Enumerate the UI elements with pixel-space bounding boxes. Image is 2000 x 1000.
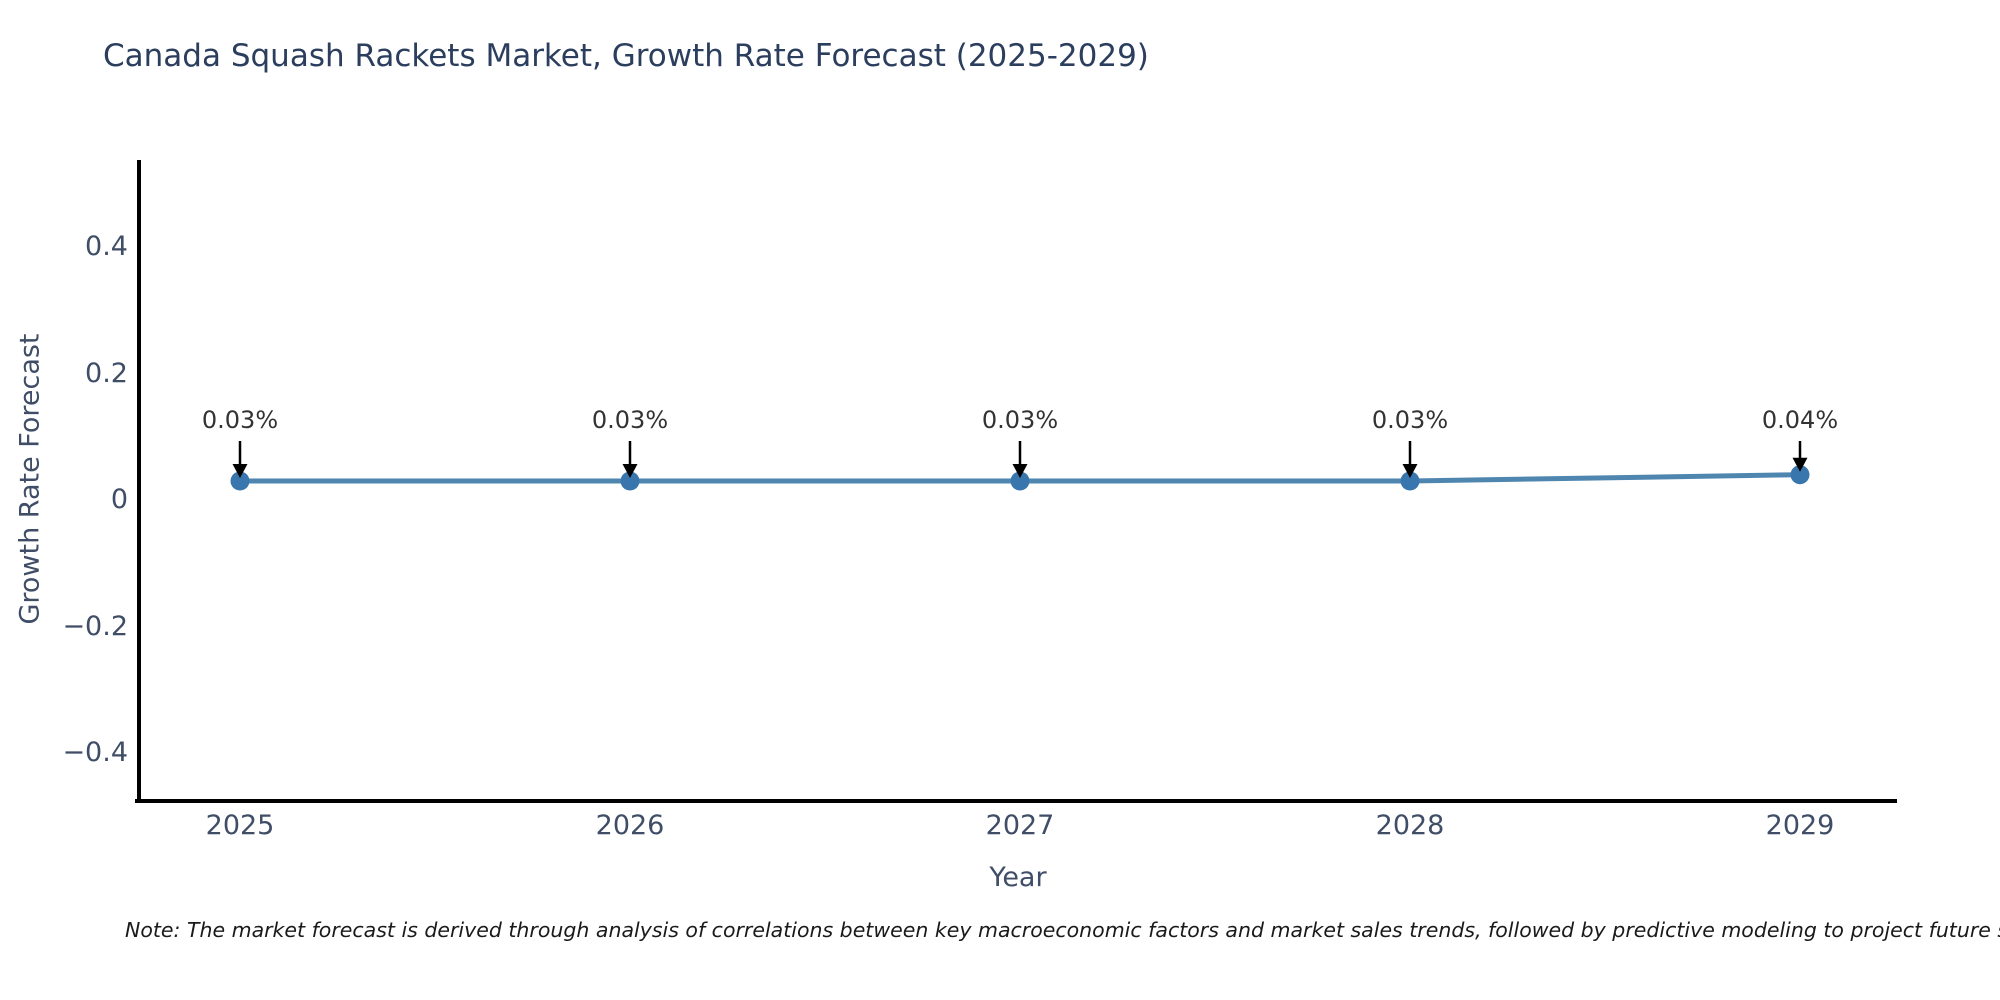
annotation-arrow-head [1792,457,1808,472]
y-tick-label: −0.4 [62,737,128,768]
annotation-arrow-head [232,464,248,479]
x-tick-label: 2028 [1375,810,1445,841]
footnote-text: Note: The market forecast is derived thr… [125,918,2000,942]
data-point-value-label: 0.03% [591,406,669,434]
annotation-arrow-head [622,464,638,479]
chart-title: Canada Squash Rackets Market, Growth Rat… [103,38,1149,74]
x-axis-title: Year [989,862,1047,893]
x-tick-label: 2025 [205,810,275,841]
line-series [230,465,1810,491]
x-tick-label: 2026 [595,810,665,841]
y-axis-title: Growth Rate Forecast [14,333,46,625]
data-point-2027 [1010,471,1030,491]
data-point-2025 [230,471,250,491]
y-tick-label: −0.2 [62,610,128,642]
annotation-arrows [232,441,1808,479]
data-point-2026 [620,471,640,491]
y-tick-label: 0.2 [85,357,128,389]
x-tick-label: 2027 [985,810,1055,841]
data-point-value-label: 0.03% [201,406,279,434]
x-tick-label: 2029 [1765,810,1835,841]
y-tick-label: 0 [110,484,128,515]
annotation-arrow-head [1402,464,1418,479]
data-point-2028 [1400,471,1420,491]
data-point-value-label: 0.03% [981,406,1059,434]
annotation-arrow-head [1012,464,1028,479]
y-tick-label: 0.4 [85,231,128,262]
data-point-value-label: 0.04% [1761,406,1839,434]
data-point-2029 [1790,465,1810,485]
data-point-value-label: 0.03% [1371,406,1449,434]
axis-spines [135,160,1897,803]
